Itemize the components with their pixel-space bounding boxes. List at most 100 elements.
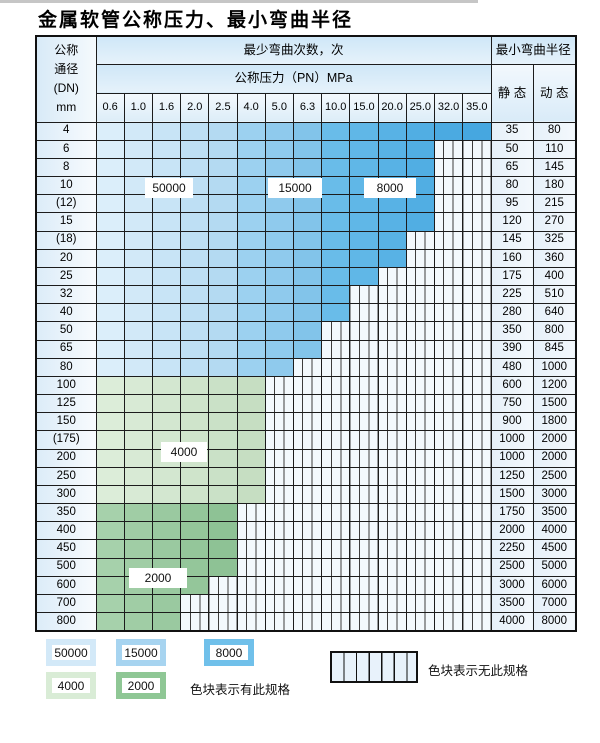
dn-cell: 600 bbox=[35, 575, 97, 595]
no-spec-cell bbox=[433, 430, 464, 450]
dynamic-radius-cell: 1200 bbox=[532, 375, 577, 396]
pressure-header-cell: 10.0 bbox=[321, 92, 351, 123]
no-spec-cell bbox=[349, 448, 379, 468]
spec-cell bbox=[292, 285, 323, 305]
no-spec-cell bbox=[349, 430, 379, 450]
no-spec-cell bbox=[292, 412, 323, 432]
spec-cell bbox=[180, 412, 210, 432]
no-spec-cell bbox=[405, 248, 435, 268]
dn-cell: 4 bbox=[35, 121, 97, 141]
table-row: 500 2500 5000 bbox=[35, 557, 577, 577]
spec-cell bbox=[180, 157, 210, 178]
pressure-header: 公称压力（PN）MPa bbox=[95, 63, 492, 94]
dynamic-radius-cell: 110 bbox=[532, 139, 577, 159]
spec-cell bbox=[208, 357, 238, 377]
no-spec-cell bbox=[208, 612, 238, 632]
static-radius-cell: 1750 bbox=[490, 503, 534, 523]
no-spec-cell bbox=[292, 430, 323, 450]
no-spec-cell bbox=[321, 339, 351, 359]
spec-cell bbox=[433, 121, 464, 141]
spec-cell bbox=[236, 394, 266, 414]
dynamic-radius-cell: 8000 bbox=[532, 612, 577, 632]
dynamic-radius-cell: 80 bbox=[532, 121, 577, 141]
no-spec-cell bbox=[405, 503, 435, 523]
no-spec-cell bbox=[433, 248, 464, 268]
static-radius-cell: 35 bbox=[490, 121, 534, 141]
spec-cell bbox=[151, 139, 182, 159]
spec-cell bbox=[95, 593, 125, 614]
spec-cell bbox=[180, 285, 210, 305]
spec-cell bbox=[95, 412, 125, 432]
dynamic-radius-cell: 800 bbox=[532, 321, 577, 341]
spec-cell bbox=[180, 321, 210, 341]
no-spec-cell bbox=[405, 339, 435, 359]
dn-cell: (18) bbox=[35, 230, 97, 250]
no-spec-cell bbox=[349, 557, 379, 577]
no-spec-cell bbox=[264, 503, 294, 523]
no-spec-cell bbox=[321, 430, 351, 450]
spec-cell bbox=[321, 248, 351, 268]
no-spec-cell bbox=[264, 412, 294, 432]
spec-cell bbox=[208, 230, 238, 250]
dynamic-radius-cell: 1000 bbox=[532, 357, 577, 377]
no-spec-cell bbox=[264, 375, 294, 396]
no-spec-cell bbox=[321, 412, 351, 432]
no-spec-cell bbox=[462, 157, 492, 178]
no-spec-cell bbox=[349, 575, 379, 595]
spec-cell bbox=[208, 503, 238, 523]
spec-cell bbox=[123, 139, 153, 159]
no-spec-cell bbox=[377, 575, 407, 595]
no-spec-cell bbox=[377, 593, 407, 614]
static-header: 静 态 bbox=[490, 63, 534, 123]
spec-cell bbox=[180, 248, 210, 268]
spec-cell bbox=[123, 430, 153, 450]
no-spec-cell bbox=[433, 139, 464, 159]
spec-cell bbox=[151, 357, 182, 377]
spec-cell bbox=[208, 484, 238, 505]
no-spec-cell bbox=[264, 557, 294, 577]
no-spec-cell bbox=[405, 612, 435, 632]
static-radius-cell: 145 bbox=[490, 230, 534, 250]
no-spec-cell bbox=[349, 394, 379, 414]
spec-cell bbox=[151, 303, 182, 323]
spec-cell bbox=[151, 484, 182, 505]
static-radius-cell: 175 bbox=[490, 266, 534, 287]
dn-cell: 40 bbox=[35, 303, 97, 323]
static-radius-cell: 1000 bbox=[490, 430, 534, 450]
spec-cell bbox=[236, 321, 266, 341]
no-spec-cell bbox=[433, 557, 464, 577]
spec-cell bbox=[95, 157, 125, 178]
no-spec-cell bbox=[462, 303, 492, 323]
cycles-header: 最少弯曲次数，次 bbox=[95, 35, 492, 65]
spec-cell bbox=[292, 248, 323, 268]
table-row: 400 2000 4000 bbox=[35, 521, 577, 541]
table-row: 20 160 360 bbox=[35, 248, 577, 268]
spec-cell bbox=[377, 194, 407, 214]
spec-cell bbox=[151, 321, 182, 341]
no-spec-cell bbox=[321, 612, 351, 632]
no-spec-cell bbox=[433, 575, 464, 595]
spec-cell bbox=[95, 430, 125, 450]
no-spec-cell bbox=[377, 394, 407, 414]
legend-has-spec-text: 色块表示有此规格 bbox=[190, 683, 291, 697]
no-spec-cell bbox=[236, 539, 266, 559]
dynamic-radius-cell: 640 bbox=[532, 303, 577, 323]
no-spec-cell bbox=[433, 521, 464, 541]
no-spec-cell bbox=[462, 321, 492, 341]
spec-cell bbox=[123, 248, 153, 268]
spec-cell bbox=[321, 266, 351, 287]
spec-cell bbox=[208, 139, 238, 159]
no-spec-cell bbox=[462, 339, 492, 359]
spec-cell bbox=[349, 266, 379, 287]
no-spec-cell bbox=[264, 612, 294, 632]
pressure-header-cell: 6.3 bbox=[292, 92, 323, 123]
spec-cell bbox=[123, 466, 153, 486]
spec-cell bbox=[123, 266, 153, 287]
pressure-header-cell: 20.0 bbox=[377, 92, 407, 123]
spec-cell bbox=[236, 303, 266, 323]
spec-cell bbox=[377, 248, 407, 268]
spec-cell bbox=[321, 212, 351, 232]
table-row: 32 225 510 bbox=[35, 285, 577, 305]
dynamic-radius-cell: 145 bbox=[532, 157, 577, 178]
no-spec-cell bbox=[264, 466, 294, 486]
